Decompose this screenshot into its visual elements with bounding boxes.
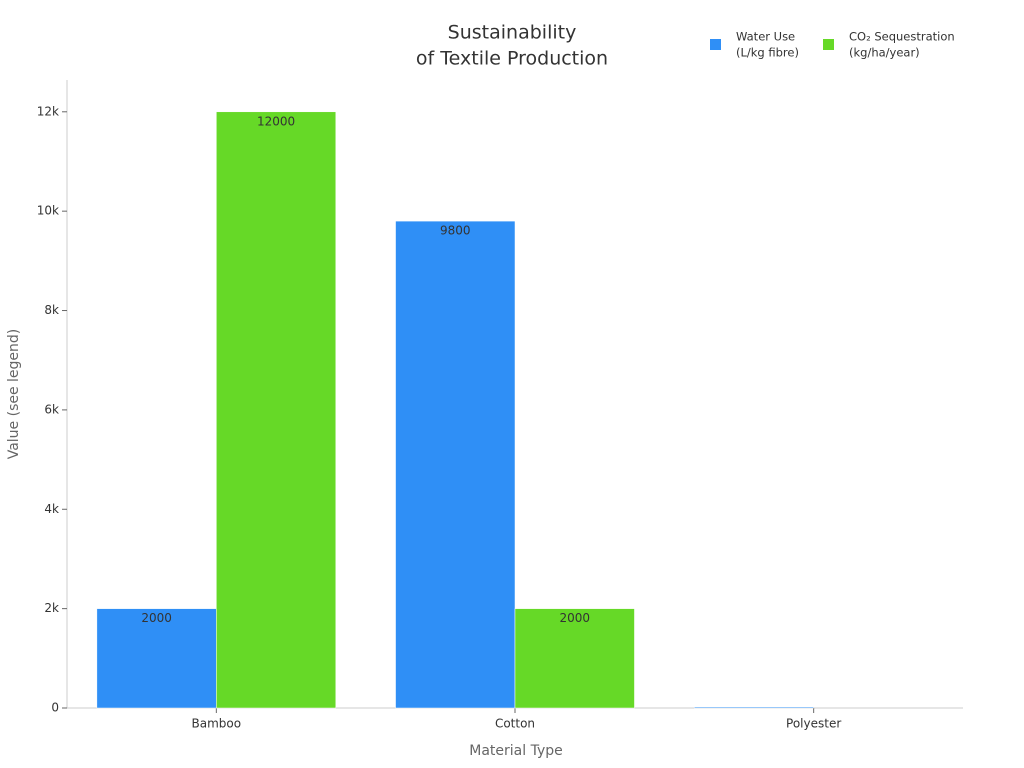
bar — [216, 111, 337, 709]
legend-label: CO₂ Sequestration — [849, 30, 955, 44]
bar — [693, 706, 814, 709]
chart-title: of Textile Production — [416, 48, 608, 70]
data-label: 9800 — [440, 224, 471, 238]
x-tick-label: Bamboo — [192, 717, 242, 731]
bar — [96, 608, 217, 709]
y-tick-label: 12k — [37, 104, 59, 118]
x-axis-title: Material Type — [469, 743, 562, 759]
y-tick-label: 10k — [37, 204, 59, 218]
chart-title: Sustainability — [448, 22, 577, 44]
data-label: 2000 — [559, 611, 590, 625]
legend-label: (kg/ha/year) — [849, 46, 920, 60]
y-tick-label: 6k — [44, 402, 59, 416]
bar — [514, 608, 635, 709]
y-axis-title: Value (see legend) — [6, 329, 22, 460]
data-label: 12000 — [257, 114, 295, 128]
y-tick-label: 8k — [44, 303, 59, 317]
y-tick-label: 2k — [44, 601, 59, 615]
x-tick-label: Polyester — [786, 717, 841, 731]
legend-label: Water Use — [736, 30, 795, 44]
y-tick-label: 4k — [44, 502, 59, 516]
bar — [395, 220, 516, 709]
legend-label: (L/kg fibre) — [736, 46, 799, 60]
legend-swatch — [823, 39, 834, 50]
y-tick-label: 0 — [51, 701, 59, 715]
x-tick-label: Cotton — [495, 717, 535, 731]
data-label: 2000 — [141, 611, 172, 625]
legend-swatch — [710, 39, 721, 50]
